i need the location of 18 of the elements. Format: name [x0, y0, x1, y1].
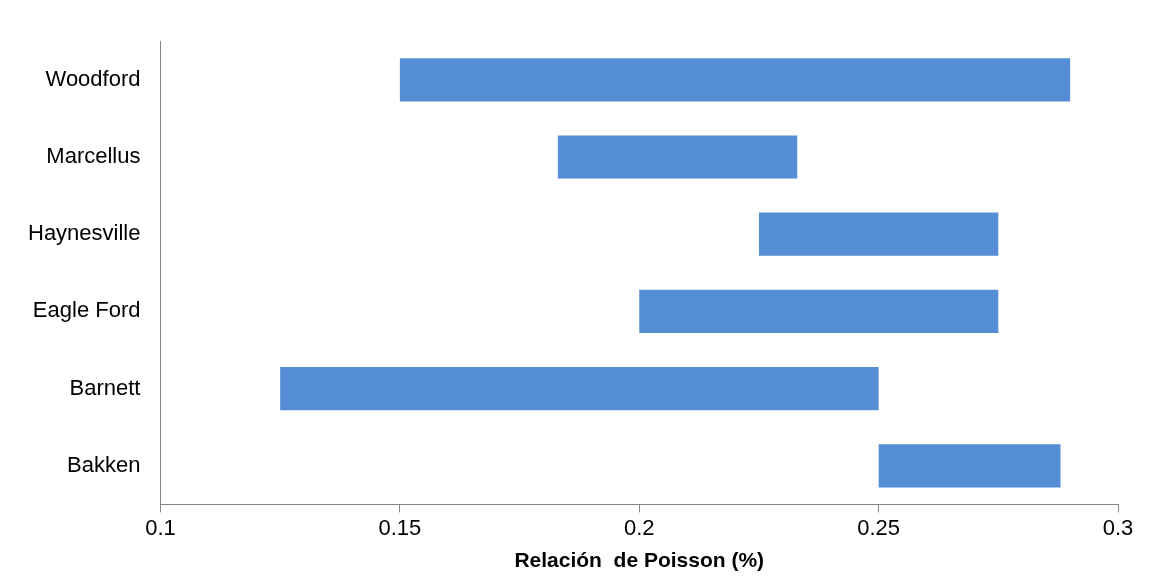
- bar: [399, 58, 1071, 102]
- y-tick-label: Woodford: [45, 65, 141, 91]
- x-tick-label: 0.15: [378, 514, 422, 540]
- x-axis-title: Relación de Poisson (%): [514, 548, 765, 572]
- bar: [878, 444, 1061, 488]
- bar: [758, 212, 999, 256]
- y-tick-label: Barnett: [69, 374, 141, 400]
- x-tick-label: 0.2: [623, 514, 655, 540]
- bar: [639, 289, 999, 334]
- x-tick-label: 0.25: [857, 514, 901, 540]
- y-tick-label: Marcellus: [46, 143, 141, 169]
- x-tick-label: 0.3: [1102, 514, 1134, 540]
- x-tick-label: 0.1: [145, 514, 176, 540]
- y-tick-label: Eagle Ford: [32, 297, 141, 323]
- bar: [280, 366, 879, 411]
- y-tick-label: Bakken: [67, 451, 141, 477]
- y-tick-label: Haynesville: [27, 220, 141, 246]
- bar: [557, 135, 798, 179]
